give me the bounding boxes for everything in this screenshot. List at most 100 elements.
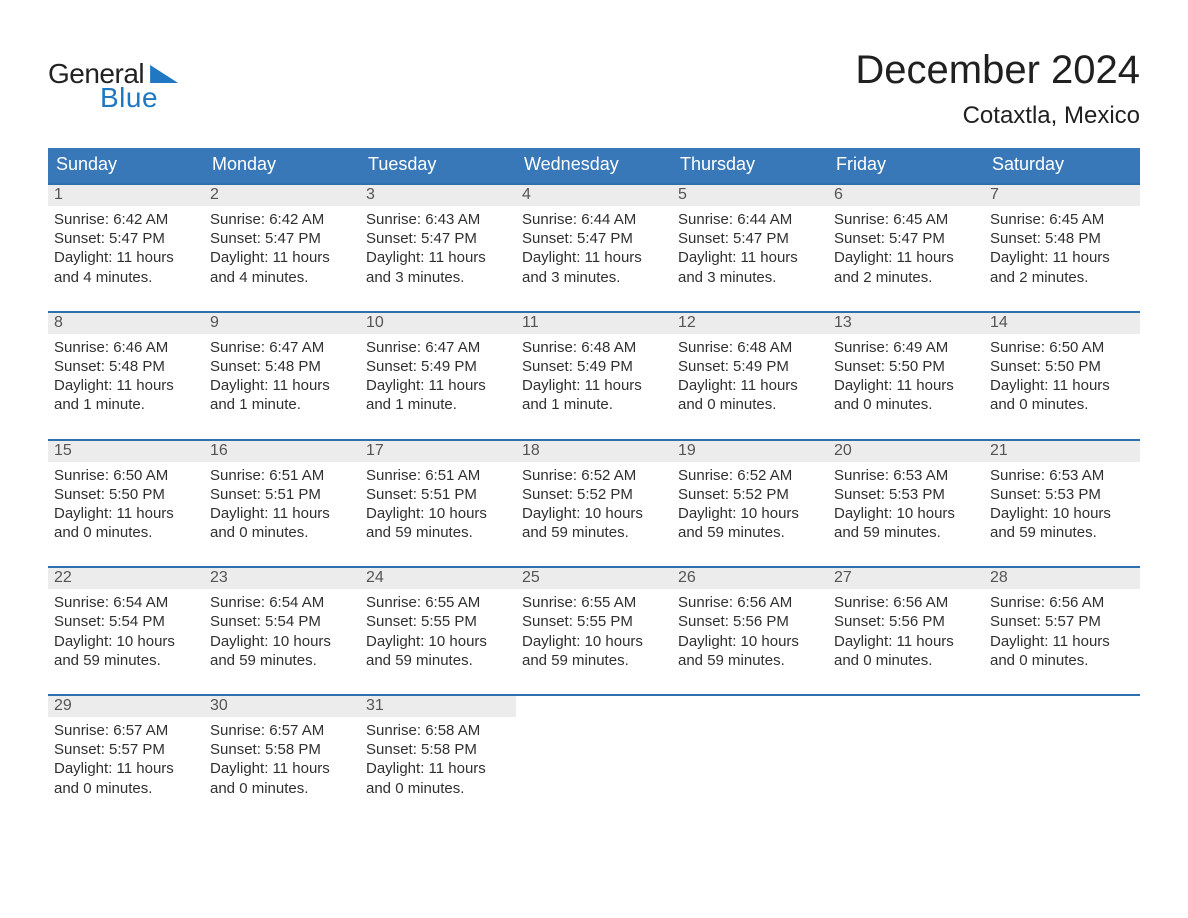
day-cell: 4Sunrise: 6:44 AMSunset: 5:47 PMDaylight… <box>516 184 672 312</box>
logo-word-2: Blue <box>100 82 158 114</box>
day-header: Monday <box>204 148 360 184</box>
daylight-text-1: Daylight: 10 hours <box>522 632 666 651</box>
day-body: Sunrise: 6:45 AMSunset: 5:48 PMDaylight:… <box>984 206 1140 311</box>
daylight-text-1: Daylight: 11 hours <box>678 248 822 267</box>
daylight-text-1: Daylight: 11 hours <box>990 632 1134 651</box>
day-number: 11 <box>516 313 672 334</box>
sunset-text: Sunset: 5:47 PM <box>54 229 198 248</box>
day-cell: 20Sunrise: 6:53 AMSunset: 5:53 PMDayligh… <box>828 440 984 568</box>
sunrise-text: Sunrise: 6:48 AM <box>522 338 666 357</box>
day-body: Sunrise: 6:53 AMSunset: 5:53 PMDaylight:… <box>828 462 984 567</box>
sunrise-text: Sunrise: 6:52 AM <box>678 466 822 485</box>
daylight-text-2: and 1 minute. <box>522 395 666 414</box>
day-cell: 28Sunrise: 6:56 AMSunset: 5:57 PMDayligh… <box>984 567 1140 695</box>
day-cell: 9Sunrise: 6:47 AMSunset: 5:48 PMDaylight… <box>204 312 360 440</box>
month-title: December 2024 <box>855 48 1140 92</box>
daylight-text-2: and 4 minutes. <box>54 268 198 287</box>
day-body: Sunrise: 6:57 AMSunset: 5:58 PMDaylight:… <box>204 717 360 822</box>
daylight-text-1: Daylight: 11 hours <box>834 248 978 267</box>
daylight-text-2: and 3 minutes. <box>522 268 666 287</box>
week-row: 1Sunrise: 6:42 AMSunset: 5:47 PMDaylight… <box>48 184 1140 312</box>
header-row: General Blue December 2024 Cotaxtla, Mex… <box>48 48 1140 130</box>
day-cell: 5Sunrise: 6:44 AMSunset: 5:47 PMDaylight… <box>672 184 828 312</box>
day-cell: 29Sunrise: 6:57 AMSunset: 5:57 PMDayligh… <box>48 695 204 822</box>
daylight-text-1: Daylight: 11 hours <box>366 248 510 267</box>
day-number: 10 <box>360 313 516 334</box>
day-cell: 23Sunrise: 6:54 AMSunset: 5:54 PMDayligh… <box>204 567 360 695</box>
day-body: Sunrise: 6:54 AMSunset: 5:54 PMDaylight:… <box>48 589 204 694</box>
sunset-text: Sunset: 5:55 PM <box>522 612 666 631</box>
sunset-text: Sunset: 5:58 PM <box>210 740 354 759</box>
sunrise-text: Sunrise: 6:50 AM <box>54 466 198 485</box>
day-cell: 7Sunrise: 6:45 AMSunset: 5:48 PMDaylight… <box>984 184 1140 312</box>
daylight-text-1: Daylight: 10 hours <box>366 632 510 651</box>
sunrise-text: Sunrise: 6:58 AM <box>366 721 510 740</box>
daylight-text-1: Daylight: 11 hours <box>210 504 354 523</box>
sunset-text: Sunset: 5:53 PM <box>834 485 978 504</box>
day-cell: 1Sunrise: 6:42 AMSunset: 5:47 PMDaylight… <box>48 184 204 312</box>
calendar-page: General Blue December 2024 Cotaxtla, Mex… <box>0 0 1188 918</box>
day-header: Wednesday <box>516 148 672 184</box>
day-cell: 27Sunrise: 6:56 AMSunset: 5:56 PMDayligh… <box>828 567 984 695</box>
sunrise-text: Sunrise: 6:53 AM <box>990 466 1134 485</box>
daylight-text-1: Daylight: 11 hours <box>990 376 1134 395</box>
day-number: 15 <box>48 441 204 462</box>
daylight-text-2: and 59 minutes. <box>54 651 198 670</box>
sunrise-text: Sunrise: 6:47 AM <box>210 338 354 357</box>
daylight-text-2: and 0 minutes. <box>54 779 198 798</box>
sunrise-text: Sunrise: 6:44 AM <box>678 210 822 229</box>
daylight-text-2: and 1 minute. <box>366 395 510 414</box>
daylight-text-2: and 0 minutes. <box>366 779 510 798</box>
day-number: 16 <box>204 441 360 462</box>
daylight-text-1: Daylight: 11 hours <box>54 759 198 778</box>
daylight-text-2: and 2 minutes. <box>990 268 1134 287</box>
sunrise-text: Sunrise: 6:55 AM <box>522 593 666 612</box>
daylight-text-1: Daylight: 10 hours <box>54 632 198 651</box>
daylight-text-1: Daylight: 11 hours <box>366 759 510 778</box>
day-body: Sunrise: 6:45 AMSunset: 5:47 PMDaylight:… <box>828 206 984 311</box>
day-number: 1 <box>48 185 204 206</box>
daylight-text-1: Daylight: 10 hours <box>522 504 666 523</box>
day-number: 8 <box>48 313 204 334</box>
sunset-text: Sunset: 5:57 PM <box>54 740 198 759</box>
day-cell: 16Sunrise: 6:51 AMSunset: 5:51 PMDayligh… <box>204 440 360 568</box>
daylight-text-2: and 0 minutes. <box>834 651 978 670</box>
day-cell: 31Sunrise: 6:58 AMSunset: 5:58 PMDayligh… <box>360 695 516 822</box>
day-body: Sunrise: 6:52 AMSunset: 5:52 PMDaylight:… <box>516 462 672 567</box>
day-number: 26 <box>672 568 828 589</box>
sunset-text: Sunset: 5:50 PM <box>834 357 978 376</box>
daylight-text-2: and 1 minute. <box>54 395 198 414</box>
daylight-text-2: and 0 minutes. <box>834 395 978 414</box>
day-header-row: Sunday Monday Tuesday Wednesday Thursday… <box>48 148 1140 184</box>
day-body: Sunrise: 6:56 AMSunset: 5:57 PMDaylight:… <box>984 589 1140 694</box>
daylight-text-1: Daylight: 10 hours <box>990 504 1134 523</box>
daylight-text-2: and 59 minutes. <box>834 523 978 542</box>
daylight-text-2: and 59 minutes. <box>522 523 666 542</box>
day-body: Sunrise: 6:48 AMSunset: 5:49 PMDaylight:… <box>516 334 672 439</box>
day-body: Sunrise: 6:58 AMSunset: 5:58 PMDaylight:… <box>360 717 516 822</box>
sunrise-text: Sunrise: 6:57 AM <box>54 721 198 740</box>
day-body: Sunrise: 6:55 AMSunset: 5:55 PMDaylight:… <box>516 589 672 694</box>
daylight-text-2: and 0 minutes. <box>54 523 198 542</box>
day-body: Sunrise: 6:56 AMSunset: 5:56 PMDaylight:… <box>828 589 984 694</box>
day-header: Saturday <box>984 148 1140 184</box>
sunrise-text: Sunrise: 6:45 AM <box>834 210 978 229</box>
day-cell: 10Sunrise: 6:47 AMSunset: 5:49 PMDayligh… <box>360 312 516 440</box>
day-number: 24 <box>360 568 516 589</box>
sunrise-text: Sunrise: 6:50 AM <box>990 338 1134 357</box>
daylight-text-2: and 3 minutes. <box>366 268 510 287</box>
sunset-text: Sunset: 5:49 PM <box>366 357 510 376</box>
flag-icon <box>150 65 178 83</box>
daylight-text-1: Daylight: 10 hours <box>366 504 510 523</box>
sunset-text: Sunset: 5:52 PM <box>522 485 666 504</box>
sunset-text: Sunset: 5:48 PM <box>210 357 354 376</box>
day-body: Sunrise: 6:42 AMSunset: 5:47 PMDaylight:… <box>204 206 360 311</box>
day-header: Sunday <box>48 148 204 184</box>
calendar-tbody: 1Sunrise: 6:42 AMSunset: 5:47 PMDaylight… <box>48 184 1140 822</box>
daylight-text-1: Daylight: 11 hours <box>210 248 354 267</box>
day-cell: 8Sunrise: 6:46 AMSunset: 5:48 PMDaylight… <box>48 312 204 440</box>
sunset-text: Sunset: 5:56 PM <box>834 612 978 631</box>
location: Cotaxtla, Mexico <box>855 102 1140 130</box>
sunrise-text: Sunrise: 6:42 AM <box>210 210 354 229</box>
day-cell: 17Sunrise: 6:51 AMSunset: 5:51 PMDayligh… <box>360 440 516 568</box>
